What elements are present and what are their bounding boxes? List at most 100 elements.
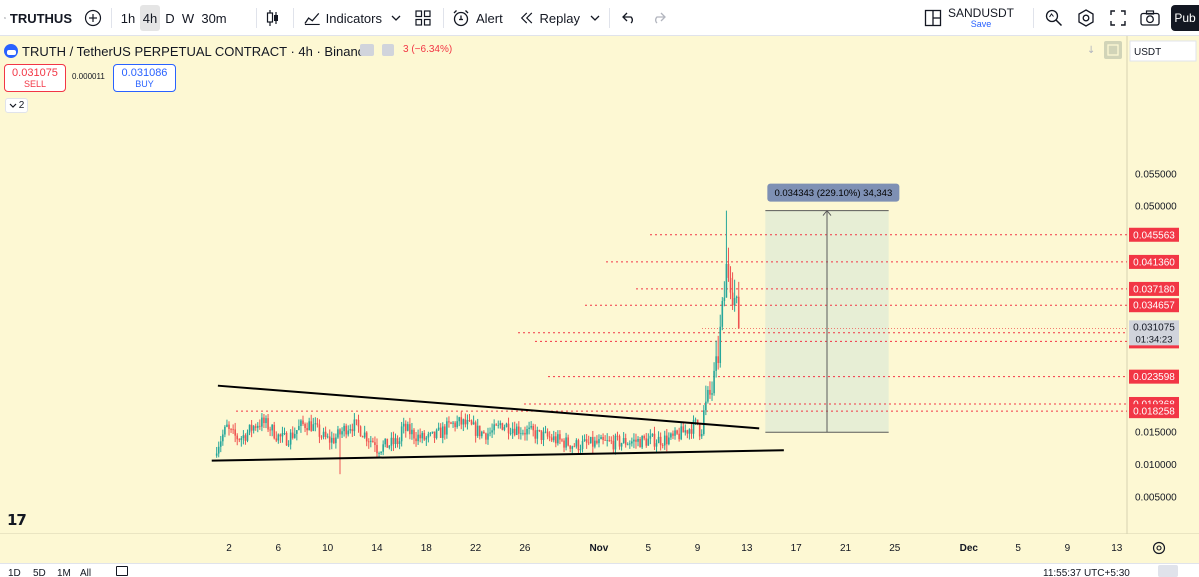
candle[interactable]: [686, 430, 689, 434]
candle[interactable]: [326, 436, 329, 438]
price-line-tag[interactable]: [1129, 298, 1179, 313]
candle[interactable]: [565, 437, 567, 448]
candle[interactable]: [252, 426, 255, 431]
candle[interactable]: [735, 296, 738, 299]
candle[interactable]: [709, 389, 711, 395]
candle[interactable]: [497, 425, 500, 426]
candle[interactable]: [676, 430, 678, 434]
candle[interactable]: [575, 440, 578, 447]
publish-button[interactable]: Pub: [1171, 5, 1199, 31]
candle[interactable]: [546, 431, 549, 437]
candle[interactable]: [513, 428, 516, 435]
candle[interactable]: [612, 440, 615, 450]
replay-dropdown[interactable]: [588, 0, 602, 36]
interval-d[interactable]: D: [165, 10, 175, 26]
candle[interactable]: [491, 430, 493, 433]
candle[interactable]: [400, 426, 403, 442]
candle[interactable]: [256, 425, 259, 428]
indicators-button[interactable]: Indicators: [304, 0, 382, 36]
candle[interactable]: [265, 418, 267, 424]
range-1m[interactable]: 1M: [57, 568, 71, 577]
candle[interactable]: [374, 442, 376, 446]
candle[interactable]: [668, 437, 670, 445]
candle[interactable]: [727, 263, 730, 278]
candle[interactable]: [439, 427, 442, 438]
fullscreen-button[interactable]: [1108, 0, 1128, 36]
candle[interactable]: [312, 424, 315, 431]
candle[interactable]: [629, 443, 631, 445]
candle[interactable]: [719, 326, 722, 364]
candle[interactable]: [672, 433, 674, 436]
candle[interactable]: [464, 419, 467, 425]
candle[interactable]: [417, 434, 419, 442]
candle[interactable]: [692, 420, 695, 434]
candle[interactable]: [620, 443, 623, 447]
calendar-icon[interactable]: [116, 566, 128, 576]
candle[interactable]: [456, 421, 458, 428]
interval-4h[interactable]: 4h: [140, 5, 160, 31]
candle[interactable]: [425, 437, 428, 440]
time-settings-button[interactable]: [1152, 541, 1166, 555]
candle[interactable]: [452, 422, 454, 424]
candle[interactable]: [573, 446, 576, 448]
candle[interactable]: [328, 436, 331, 443]
candle[interactable]: [559, 434, 561, 440]
price-line-tag[interactable]: [1129, 227, 1179, 242]
candle[interactable]: [733, 298, 736, 306]
candle[interactable]: [515, 426, 518, 435]
candle[interactable]: [643, 436, 645, 439]
candle[interactable]: [215, 453, 218, 456]
candle[interactable]: [466, 420, 469, 425]
candle[interactable]: [563, 440, 565, 448]
lock-scale-button[interactable]: [1104, 41, 1122, 59]
candle[interactable]: [246, 432, 249, 441]
candle[interactable]: [380, 451, 382, 454]
candle[interactable]: [351, 429, 354, 432]
candle[interactable]: [300, 420, 302, 426]
candle[interactable]: [345, 425, 347, 435]
candle[interactable]: [618, 436, 621, 447]
candle[interactable]: [602, 437, 604, 440]
candle[interactable]: [435, 429, 438, 439]
candle[interactable]: [544, 431, 547, 433]
candle[interactable]: [476, 425, 479, 436]
candle[interactable]: [259, 425, 261, 427]
candle[interactable]: [474, 422, 477, 436]
candle[interactable]: [501, 423, 504, 430]
candle[interactable]: [298, 425, 300, 431]
candle[interactable]: [242, 435, 245, 439]
candle[interactable]: [226, 424, 228, 427]
redo-button[interactable]: [650, 0, 670, 36]
candle[interactable]: [460, 417, 463, 425]
candle[interactable]: [507, 423, 510, 434]
candle[interactable]: [589, 437, 592, 444]
candle[interactable]: [645, 438, 648, 446]
candle[interactable]: [647, 438, 650, 446]
candle[interactable]: [337, 429, 339, 438]
candle[interactable]: [250, 424, 253, 431]
candle[interactable]: [711, 393, 713, 395]
candle[interactable]: [322, 431, 325, 437]
range-5d[interactable]: 5D: [33, 568, 46, 577]
candle[interactable]: [604, 439, 606, 441]
candle[interactable]: [626, 444, 629, 446]
candle[interactable]: [663, 435, 666, 446]
candle[interactable]: [388, 445, 391, 448]
candle[interactable]: [384, 438, 387, 445]
candle[interactable]: [228, 424, 230, 429]
candle[interactable]: [661, 445, 664, 446]
candle[interactable]: [478, 425, 481, 437]
candle[interactable]: [624, 438, 627, 445]
candle[interactable]: [333, 437, 335, 444]
candle[interactable]: [289, 432, 292, 445]
candle[interactable]: [509, 433, 512, 435]
candle[interactable]: [555, 436, 557, 444]
candle[interactable]: [577, 440, 580, 451]
toggle-panel-button[interactable]: [1158, 565, 1178, 577]
undo-button[interactable]: [618, 0, 638, 36]
alert-button[interactable]: Alert: [452, 0, 508, 36]
candle[interactable]: [653, 433, 656, 447]
layout-button[interactable]: [922, 0, 944, 36]
candle[interactable]: [481, 431, 483, 437]
candle[interactable]: [614, 435, 617, 450]
